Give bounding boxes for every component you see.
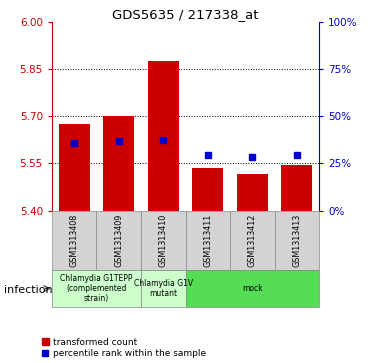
Bar <box>186 270 319 307</box>
Text: mock: mock <box>242 284 263 293</box>
Bar <box>237 174 268 211</box>
Bar <box>148 61 179 211</box>
Bar <box>275 211 319 270</box>
Text: GSM1313409: GSM1313409 <box>114 214 123 267</box>
Bar <box>96 211 141 270</box>
Title: GDS5635 / 217338_at: GDS5635 / 217338_at <box>112 8 259 21</box>
Bar <box>281 165 312 211</box>
Bar <box>52 211 96 270</box>
Bar <box>192 168 223 211</box>
Text: GSM1313410: GSM1313410 <box>159 214 168 267</box>
Legend: transformed count, percentile rank within the sample: transformed count, percentile rank withi… <box>42 338 207 359</box>
Text: Chlamydia G1V
mutant: Chlamydia G1V mutant <box>134 279 193 298</box>
Bar <box>103 116 134 211</box>
Bar <box>141 270 186 307</box>
Text: infection: infection <box>4 285 52 295</box>
Bar <box>52 270 141 307</box>
Bar <box>186 211 230 270</box>
Bar <box>141 211 186 270</box>
Bar <box>230 211 275 270</box>
Bar <box>59 124 90 211</box>
Text: Chlamydia G1TEPP
(complemented
strain): Chlamydia G1TEPP (complemented strain) <box>60 274 133 303</box>
Text: GSM1313411: GSM1313411 <box>203 214 212 267</box>
Text: GSM1313408: GSM1313408 <box>70 214 79 267</box>
Text: GSM1313413: GSM1313413 <box>292 214 301 267</box>
Text: GSM1313412: GSM1313412 <box>248 214 257 267</box>
